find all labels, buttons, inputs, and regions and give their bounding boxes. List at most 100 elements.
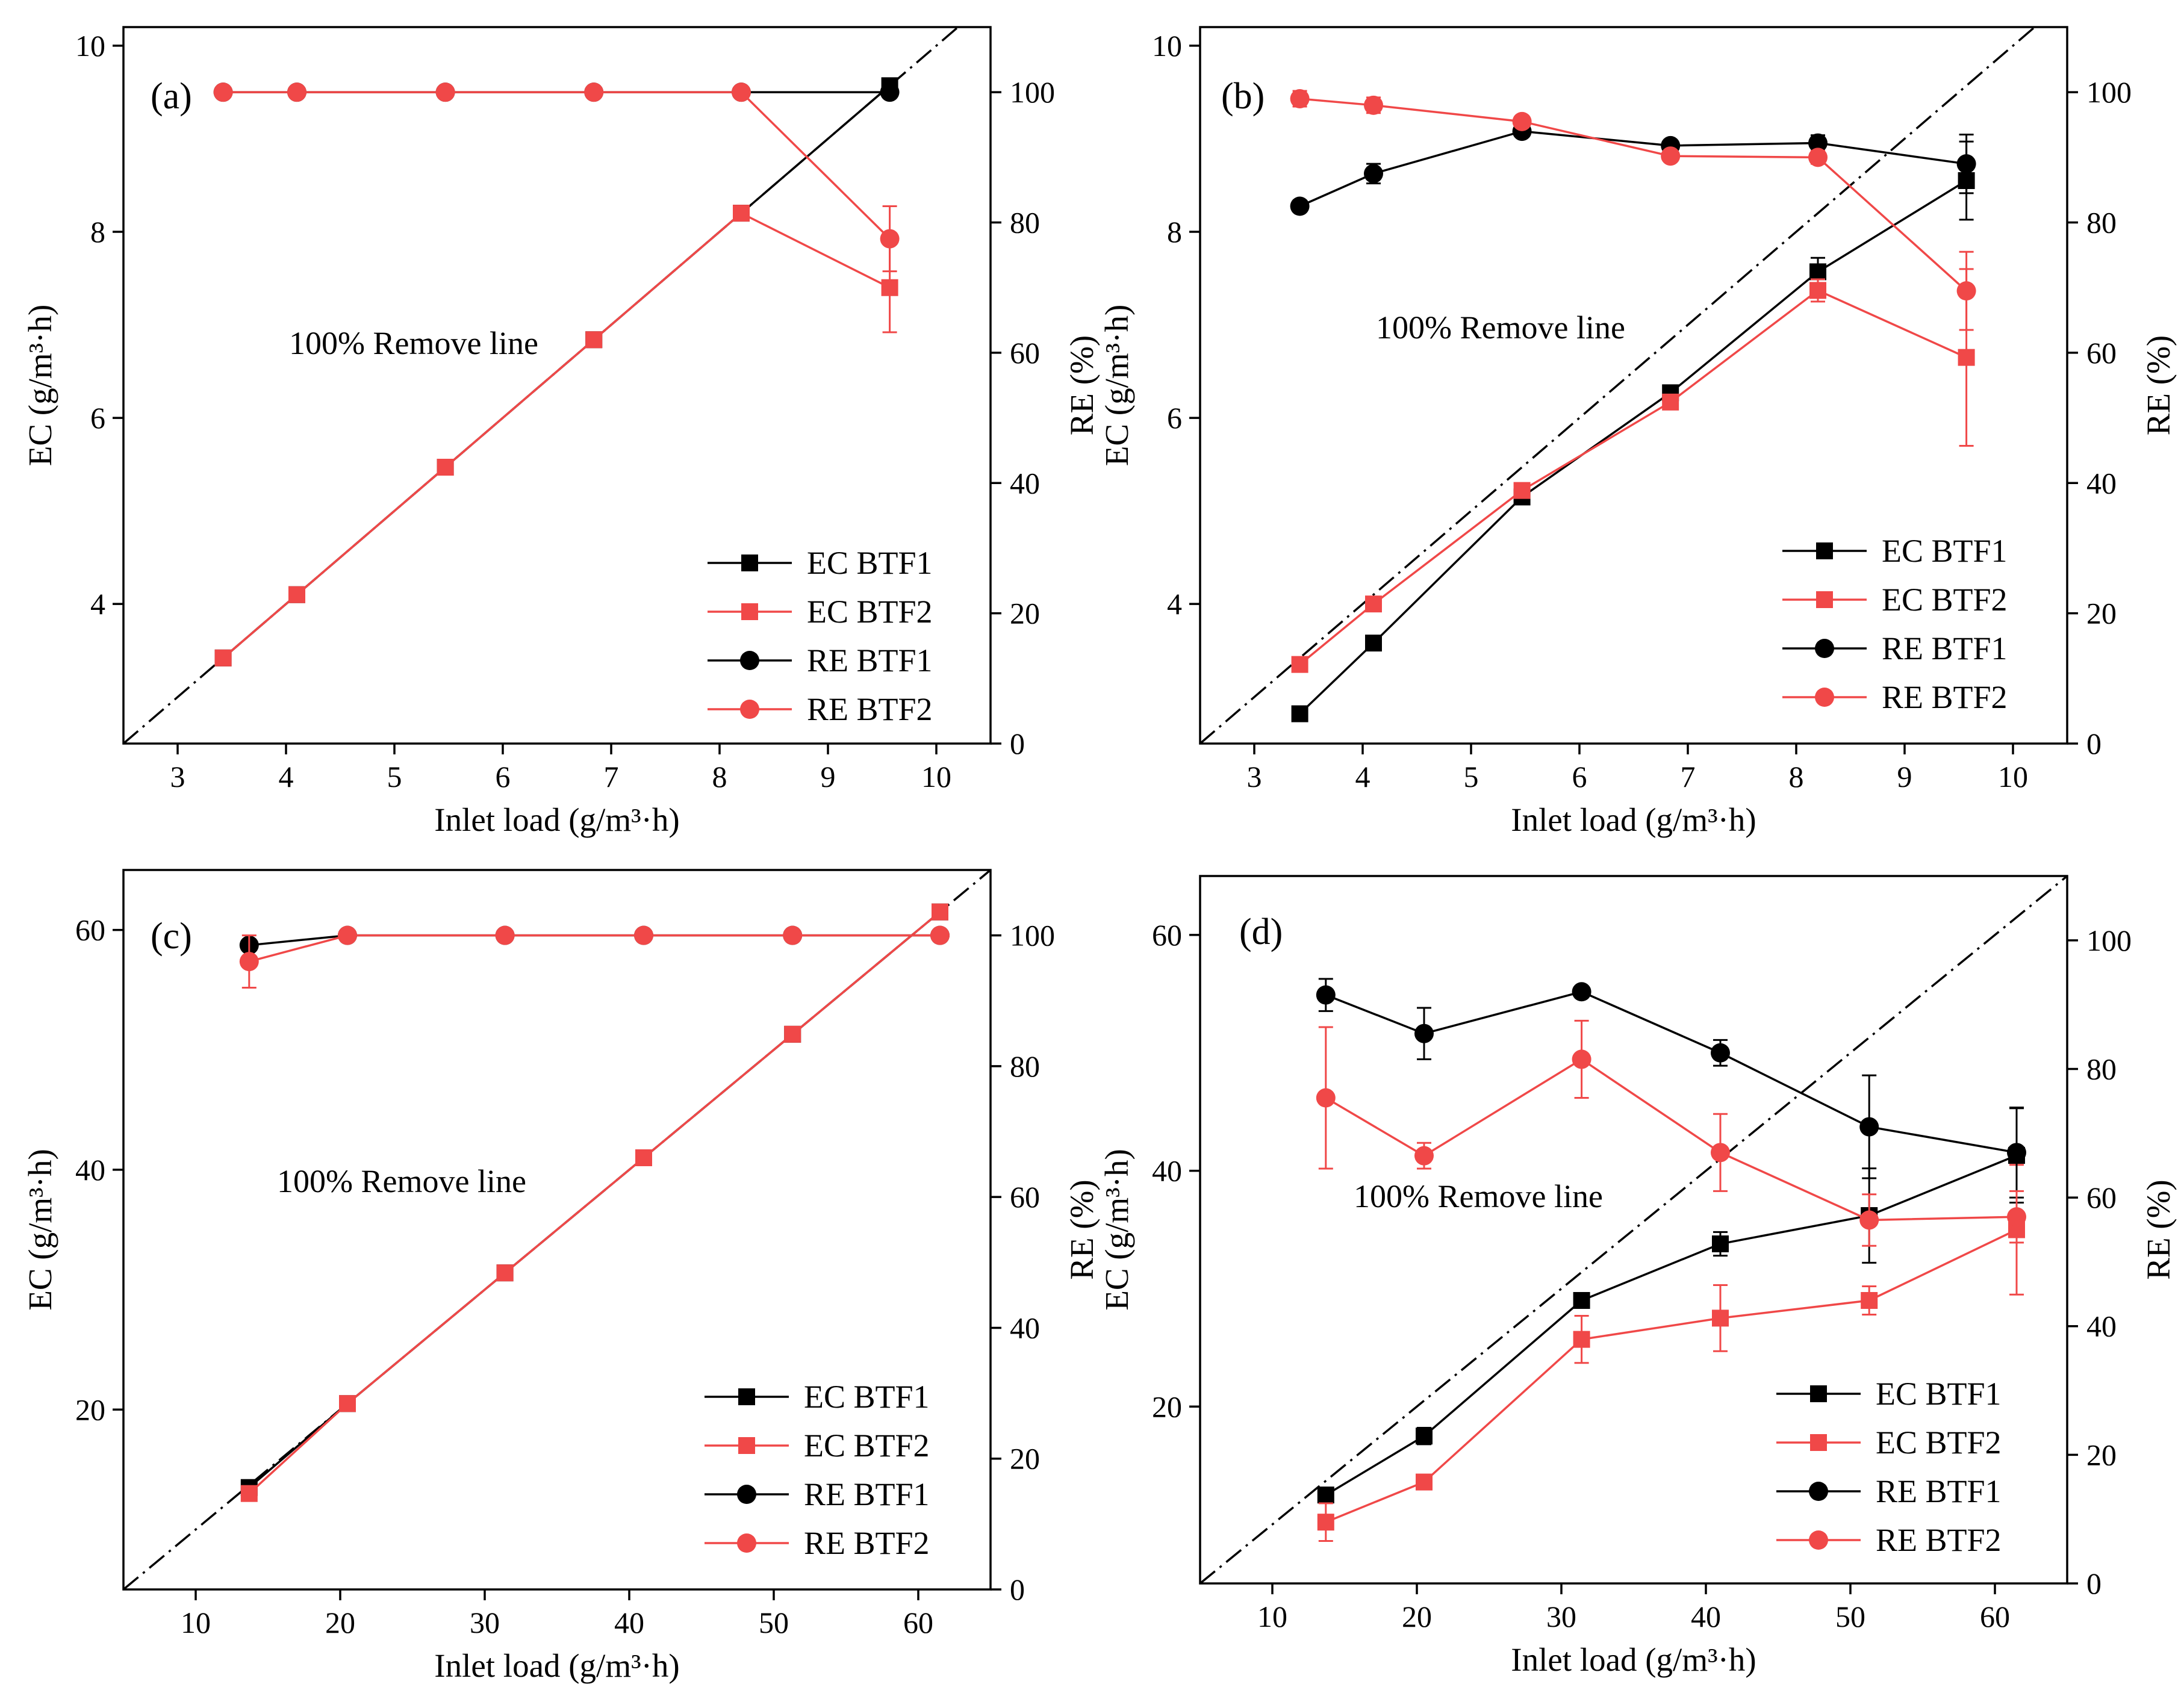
y2-tick-label: 0 xyxy=(2086,1567,2102,1600)
series-ec-btf2 xyxy=(1291,268,1975,673)
data-point-square xyxy=(635,1149,652,1166)
y2-tick-label: 40 xyxy=(1010,466,1040,500)
y2-tick-label: 40 xyxy=(1010,1311,1040,1344)
x-tick-label: 9 xyxy=(821,760,836,794)
series-re-btf1 xyxy=(1316,978,2026,1199)
data-point-circle xyxy=(213,82,233,102)
legend-marker xyxy=(737,1533,756,1553)
legend-marker xyxy=(740,700,759,719)
data-point-square xyxy=(288,586,305,603)
data-point-circle xyxy=(930,925,950,945)
y-tick-label: 8 xyxy=(1167,215,1182,249)
legend-label: EC BTF2 xyxy=(807,594,933,630)
x-tick-label: 10 xyxy=(1998,760,2028,794)
plot-frame xyxy=(122,869,992,1591)
x-tick-label: 20 xyxy=(1402,1600,1432,1633)
data-point-circle xyxy=(1364,95,1383,115)
data-point-circle xyxy=(634,925,653,945)
y2-tick-label: 60 xyxy=(1010,1180,1040,1214)
data-point-square xyxy=(1712,1309,1729,1327)
x-tick-label: 60 xyxy=(1980,1600,2010,1633)
y-tick-label: 4 xyxy=(90,587,105,621)
legend-label: RE BTF2 xyxy=(807,691,933,727)
legend: EC BTF1 EC BTF2 RE BTF1 RE BTF2 xyxy=(705,1379,930,1561)
data-point-circle xyxy=(584,82,604,102)
x-tick-label: 40 xyxy=(1691,1600,1721,1633)
data-point-circle xyxy=(880,229,900,249)
remove-line-label: 100% Remove line xyxy=(1354,1178,1603,1214)
y2-axis-title: RE (%) xyxy=(1063,1179,1100,1279)
data-point-square xyxy=(1513,482,1531,499)
legend-label: EC BTF1 xyxy=(1876,1376,2002,1412)
series-re-btf2 xyxy=(1316,1019,2026,1247)
y2-tick-label: 40 xyxy=(2086,466,2117,500)
data-point-circle xyxy=(338,925,357,945)
data-point-circle xyxy=(1859,1210,1879,1230)
x-tick-label: 10 xyxy=(181,1606,211,1639)
y-tick-label: 20 xyxy=(1152,1390,1182,1423)
legend: EC BTF1 EC BTF2 RE BTF1 RE BTF2 xyxy=(1782,533,2008,715)
data-point-circle xyxy=(1711,1043,1730,1063)
y2-tick-label: 40 xyxy=(2086,1309,2117,1343)
y2-axis-title: RE (%) xyxy=(1063,335,1100,435)
legend-label: RE BTF2 xyxy=(1882,679,2008,715)
panel-label: (b) xyxy=(1221,76,1265,117)
data-point-square xyxy=(1809,263,1826,281)
data-point-circle xyxy=(880,82,900,102)
panel-label: (d) xyxy=(1239,912,1283,952)
y2-tick-label: 0 xyxy=(2086,727,2102,760)
y-tick-label: 60 xyxy=(1152,918,1182,952)
legend-marker xyxy=(741,603,758,620)
y2-tick-label: 80 xyxy=(2086,206,2117,240)
x-tick-label: 9 xyxy=(1897,760,1912,794)
data-point-circle xyxy=(1414,1024,1434,1043)
legend-label: EC BTF2 xyxy=(1882,582,2008,618)
plot-frame xyxy=(122,26,992,745)
legend: EC BTF1 EC BTF2 RE BTF1 RE BTF2 xyxy=(708,545,933,727)
data-point-square xyxy=(1365,595,1382,613)
data-point-square xyxy=(437,459,454,476)
y-tick-label: 8 xyxy=(90,215,105,249)
data-point-square xyxy=(214,649,232,666)
y2-tick-label: 0 xyxy=(1010,1573,1025,1606)
data-point-square xyxy=(1662,393,1679,411)
series-re-btf2 xyxy=(239,925,950,989)
data-point-square xyxy=(1573,1292,1590,1309)
y2-tick-label: 20 xyxy=(1010,1442,1040,1476)
legend-marker xyxy=(1810,1385,1827,1402)
legend-marker xyxy=(1815,639,1834,658)
panel-label: (a) xyxy=(151,76,192,117)
data-point-square xyxy=(1291,656,1308,673)
data-point-circle xyxy=(435,82,455,102)
y2-axis-title: RE (%) xyxy=(2140,1179,2177,1279)
y2-axis-title: RE (%) xyxy=(2140,335,2177,435)
legend-label: EC BTF1 xyxy=(807,545,933,581)
series-ec-btf2 xyxy=(240,903,948,1502)
data-point-square xyxy=(1416,1473,1433,1491)
data-point-circle xyxy=(1661,146,1681,166)
y-axis-title: EC (g/m³·h) xyxy=(1098,1149,1135,1311)
data-point-circle xyxy=(1808,133,1828,153)
data-point-circle xyxy=(1711,1143,1730,1163)
series-re-btf2 xyxy=(1290,89,1976,331)
series-line xyxy=(1325,1154,2017,1496)
legend-marker xyxy=(737,1485,756,1504)
y-axis-title: EC (g/m³·h) xyxy=(22,305,58,467)
panel-c: 10 20 30 40 50 60 20 40 60 0 20 40 60 80 100 Inlet load… xyxy=(22,869,1100,1684)
data-point-circle xyxy=(1414,1146,1434,1166)
y-tick-label: 40 xyxy=(1152,1154,1182,1188)
x-tick-label: 8 xyxy=(712,760,727,794)
remove-line-label: 100% Remove line xyxy=(277,1163,526,1199)
plot-frame xyxy=(1199,26,2068,745)
series-line xyxy=(1325,990,2017,1154)
x-tick-label: 60 xyxy=(903,1606,933,1639)
data-point-circle xyxy=(2007,1207,2026,1227)
data-point-square xyxy=(240,1485,258,1502)
remove-line-label: 100% Remove line xyxy=(1376,309,1625,346)
series-line xyxy=(222,212,891,659)
x-tick-label: 4 xyxy=(279,760,294,794)
series-line xyxy=(248,911,941,1494)
data-point-square xyxy=(1317,1514,1334,1531)
data-point-square xyxy=(1365,635,1382,652)
